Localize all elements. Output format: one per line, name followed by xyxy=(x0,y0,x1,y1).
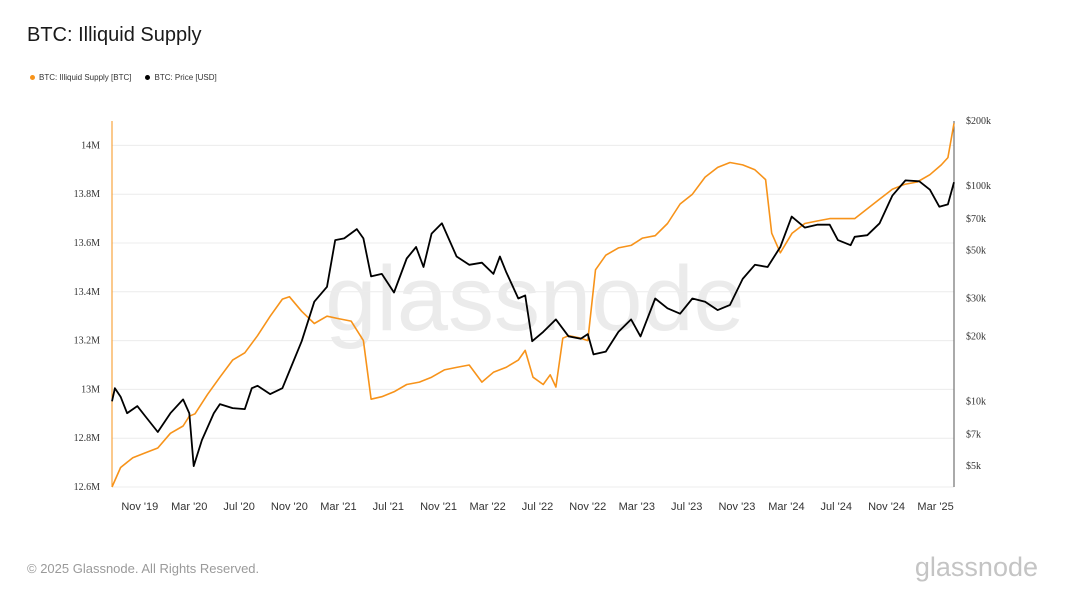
x-tick-label: Jul '21 xyxy=(373,501,404,513)
x-tick-label: Nov '21 xyxy=(420,501,457,513)
y-right-tick-label: $70k xyxy=(966,214,986,225)
y-right-tick-label: $20k xyxy=(966,331,986,342)
x-tick-label: Jul '24 xyxy=(821,501,852,513)
y-left-tick-label: 13.8M xyxy=(74,189,101,200)
x-tick-label: Nov '19 xyxy=(121,501,158,513)
chart-title: BTC: Illiquid Supply xyxy=(27,24,202,46)
x-tick-label: Nov '22 xyxy=(569,501,606,513)
y-right-tick-label: $30k xyxy=(966,293,986,304)
y-left-tick-label: 13M xyxy=(81,384,100,395)
copyright-footer: © 2025 Glassnode. All Rights Reserved. xyxy=(27,561,260,576)
legend-dot-price xyxy=(145,75,151,80)
y-left-tick-label: 13.4M xyxy=(74,287,101,298)
y-left-tick-label: 13.2M xyxy=(74,336,101,347)
x-tick-label: Nov '23 xyxy=(718,501,755,513)
y-right-tick-label: $200k xyxy=(966,116,991,127)
y-left-tick-label: 14M xyxy=(81,140,100,151)
x-tick-label: Mar '24 xyxy=(768,501,804,513)
brand-logo: glassnode xyxy=(914,552,1038,582)
x-tick-label: Jul '23 xyxy=(671,501,702,513)
x-tick-label: Jul '22 xyxy=(522,501,553,513)
y-right-tick-label: $10k xyxy=(966,396,986,407)
x-tick-label: Mar '20 xyxy=(171,501,207,513)
legend-item-supply[interactable]: BTC: Illiquid Supply [BTC] xyxy=(30,73,131,82)
series-line-price xyxy=(111,179,955,467)
y-right-tick-label: $100k xyxy=(966,181,991,192)
legend-label-supply: BTC: Illiquid Supply [BTC] xyxy=(39,73,132,82)
x-tick-label: Mar '22 xyxy=(469,501,505,513)
y-left-tick-label: 13.6M xyxy=(74,238,101,249)
series-line-illiquid-supply xyxy=(111,123,955,488)
legend-item-price[interactable]: BTC: Price [USD] xyxy=(145,73,217,82)
x-tick-label: Mar '25 xyxy=(917,501,953,513)
x-tick-label: Mar '23 xyxy=(619,501,655,513)
x-tick-label: Nov '24 xyxy=(868,501,905,513)
legend-label-price: BTC: Price [USD] xyxy=(154,73,217,82)
y-right-tick-label: $7k xyxy=(966,430,981,441)
x-tick-label: Nov '20 xyxy=(271,501,308,513)
legend-dot-supply xyxy=(30,75,35,80)
y-left-tick-label: 12.8M xyxy=(74,433,101,444)
y-right-tick-label: $5k xyxy=(966,461,981,472)
legend: BTC: Illiquid Supply [BTC] BTC: Price [U… xyxy=(30,73,217,82)
y-right-tick-label: $50k xyxy=(966,246,986,257)
x-tick-label: Mar '21 xyxy=(320,501,356,513)
x-tick-label: Jul '20 xyxy=(223,501,254,513)
y-left-tick-label: 12.6M xyxy=(74,482,101,493)
watermark-text: glassnode xyxy=(325,248,744,350)
